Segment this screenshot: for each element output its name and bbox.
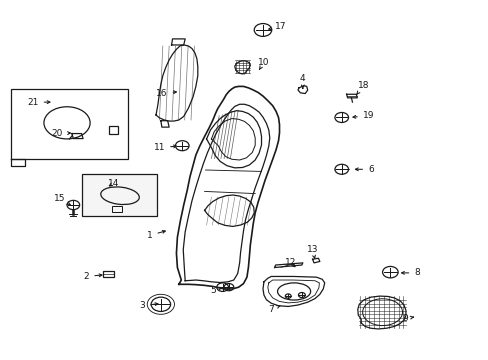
Text: 5: 5 xyxy=(209,286,221,295)
Text: 18: 18 xyxy=(356,81,368,95)
Text: 12: 12 xyxy=(285,258,296,267)
Text: 7: 7 xyxy=(268,305,279,314)
Text: 3: 3 xyxy=(139,301,158,310)
Text: 10: 10 xyxy=(258,58,269,69)
Text: 9: 9 xyxy=(401,314,413,323)
Bar xyxy=(109,126,118,134)
Text: 1: 1 xyxy=(146,230,165,240)
Bar xyxy=(103,271,114,277)
Bar xyxy=(112,206,122,212)
Text: 11: 11 xyxy=(153,143,176,152)
Text: 13: 13 xyxy=(306,245,318,258)
Text: 20: 20 xyxy=(52,129,70,138)
Text: 17: 17 xyxy=(268,22,286,31)
Bar xyxy=(81,174,157,216)
Text: 16: 16 xyxy=(156,89,176,98)
Text: 2: 2 xyxy=(83,272,102,281)
Text: 6: 6 xyxy=(355,165,373,174)
Text: 15: 15 xyxy=(54,194,71,205)
Bar xyxy=(11,89,127,158)
Text: 14: 14 xyxy=(107,179,119,188)
Text: 19: 19 xyxy=(352,111,373,120)
Text: 4: 4 xyxy=(300,74,305,88)
Text: 21: 21 xyxy=(27,98,50,107)
Text: 8: 8 xyxy=(401,268,419,277)
